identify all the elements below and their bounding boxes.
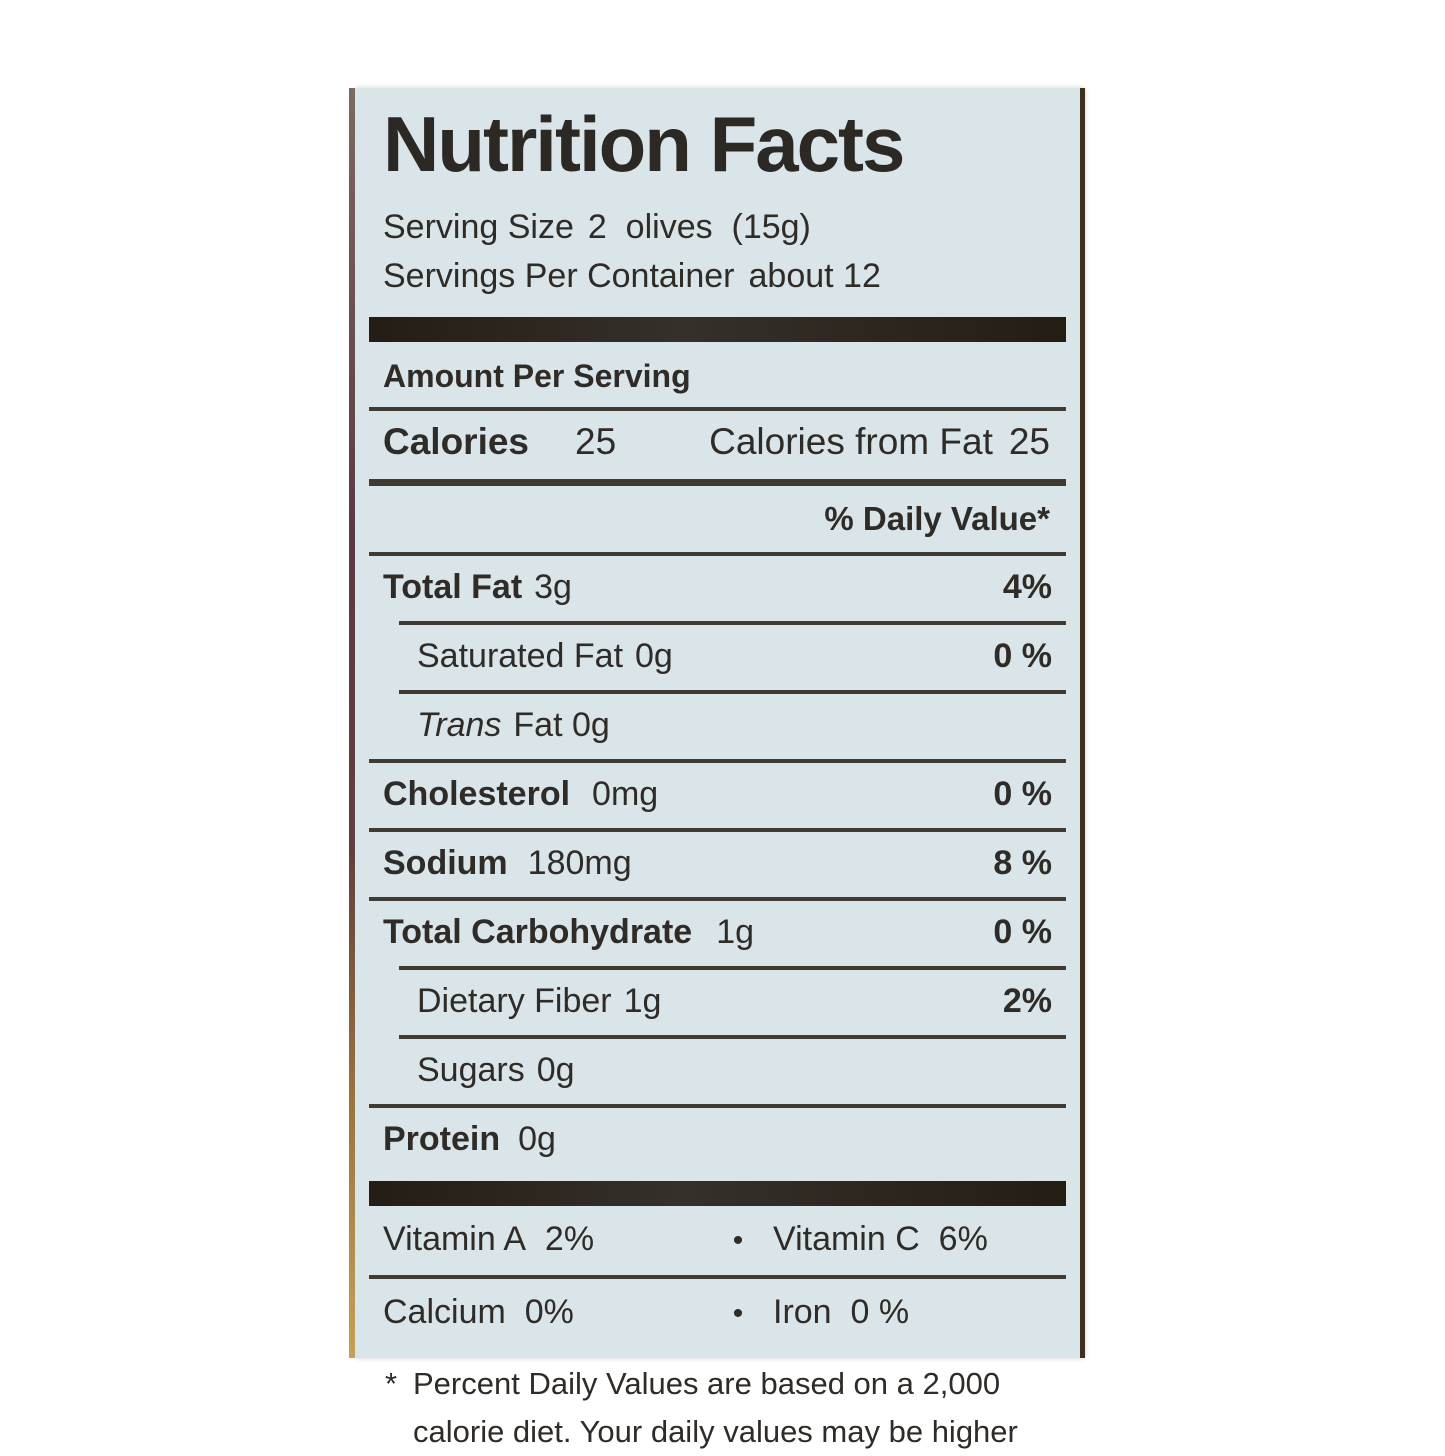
nutrient-name: Cholesterol [383,775,571,814]
vitamin-a-value: 2% [544,1220,595,1259]
nutrient-dv: 2% [1002,982,1052,1021]
rule [399,621,1066,626]
nutrient-name: Dietary Fiber [417,982,612,1021]
rule [369,479,1066,487]
vitamin-c-label: Vitamin C [773,1220,920,1259]
vitamin-row-1: Vitamin A 2% • Vitamin C 6% [383,1206,1052,1275]
calories-value: 25 [575,421,617,463]
vitamin-c: Vitamin C 6% [773,1220,988,1259]
nutrient-dv: 8 % [993,844,1052,883]
nutrient-amount: Fat 0g [513,706,610,745]
nutrient-row-total-fat: Total Fat 3g 4% [383,556,1052,621]
calcium: Calcium 0% [383,1293,703,1332]
rule [369,552,1066,557]
nutrient-row-trans-fat: Trans Fat 0g [383,694,1052,759]
nutrient-amount: 180mg [527,844,632,883]
serving-size-value: 2 olives (15g) [587,208,811,247]
nutrition-facts-label: Nutrition Facts Serving Size 2 olives (15… [349,88,1085,1449]
nutrient-name: Total Fat [383,568,523,607]
rule [399,1035,1066,1040]
rule [369,1275,1066,1280]
nutrient-row-sodium: Sodium 180mg 8 % [383,832,1052,897]
servings-per-container-line: Servings Per Container about 12 [383,252,1052,301]
serving-size-label: Serving Size [383,208,574,247]
rule [369,828,1066,833]
nutrient-name: Total Carbohydrate [383,913,693,952]
vitamin-a-label: Vitamin A [383,1220,527,1259]
nutrient-dv: 4% [1002,568,1052,607]
amount-per-serving-heading: Amount Per Serving [383,358,691,395]
iron: Iron 0 % [773,1293,909,1332]
nutrient-row-dietary-fiber: Dietary Fiber 1g 2% [383,970,1052,1035]
nutrient-amount: 1g [623,982,662,1021]
daily-value-header: % Daily Value* [824,500,1050,538]
calories-from-fat-label: Calories from Fat [709,421,993,463]
nutrient-name: Protein [383,1120,501,1159]
rule [369,1104,1066,1109]
nutrient-amount: 3g [534,568,572,607]
nutrient-amount: 0g [536,1051,575,1090]
calcium-value: 0% [524,1293,574,1332]
iron-label: Iron [773,1293,832,1332]
calories-row: Calories 25 Calories from Fat 25 [383,411,1052,479]
calcium-label: Calcium [383,1293,506,1332]
nutrient-name: Saturated Fat [417,637,624,676]
vitamin-row-2: Calcium 0% • Iron 0 % [383,1279,1052,1348]
calories-from-fat: Calories from Fat 25 [709,421,1052,463]
separator-bar-bottom [369,1181,1066,1207]
serving-size-line: Serving Size 2 olives (15g) [383,203,1052,252]
bullet-icon: • [732,1297,744,1331]
label-title: Nutrition Facts [383,100,905,188]
bullet-icon: • [732,1224,744,1258]
nutrient-row-sugars: Sugars 0g [383,1039,1052,1104]
rule [369,407,1066,412]
nutrient-dv: 0 % [993,913,1052,952]
nutrient-row-total-carbohydrate: Total Carbohydrate 1g 0 % [383,901,1052,966]
footnote: * Percent Daily Values are based on a 2,… [383,1360,1052,1456]
nutrient-dv: 0 % [993,637,1052,676]
rule [399,690,1066,695]
iron-value: 0 % [850,1293,910,1332]
rule [369,759,1066,764]
vitamin-c-value: 6% [938,1220,988,1259]
nutrient-dv: 0 % [993,775,1052,814]
nutrient-amount: 0mg [592,775,659,814]
rule [369,897,1066,902]
footnote-line-2: calorie diet. Your daily values may be h… [413,1414,1018,1450]
vitamin-a: Vitamin A 2% [383,1220,703,1259]
calories-label: Calories [383,421,530,463]
calories-from-fat-value: 25 [1008,421,1050,463]
rule [399,966,1066,971]
servings-per-container-label: Servings Per Container [383,257,735,296]
nutrient-amount: 1g [716,913,755,952]
nutrient-amount: 0g [635,637,673,676]
label-content: Nutrition Facts Serving Size 2 olives (15… [355,88,1080,1456]
nutrient-row-cholesterol: Cholesterol 0mg 0 % [383,763,1052,828]
footnote-asterisk: * [385,1366,398,1402]
nutrient-name: Trans [417,706,502,745]
nutrient-amount: 0g [518,1120,556,1159]
nutrient-name: Sugars [417,1051,525,1090]
servings-per-container-value: about 12 [748,257,881,296]
separator-bar-top [369,317,1066,343]
nutrient-name: Sodium [383,844,508,883]
nutrient-row-protein: Protein 0g [383,1108,1052,1173]
footnote-line-1: Percent Daily Values are based on a 2,00… [413,1366,1001,1402]
nutrient-row-saturated-fat: Saturated Fat 0g 0 % [383,625,1052,690]
